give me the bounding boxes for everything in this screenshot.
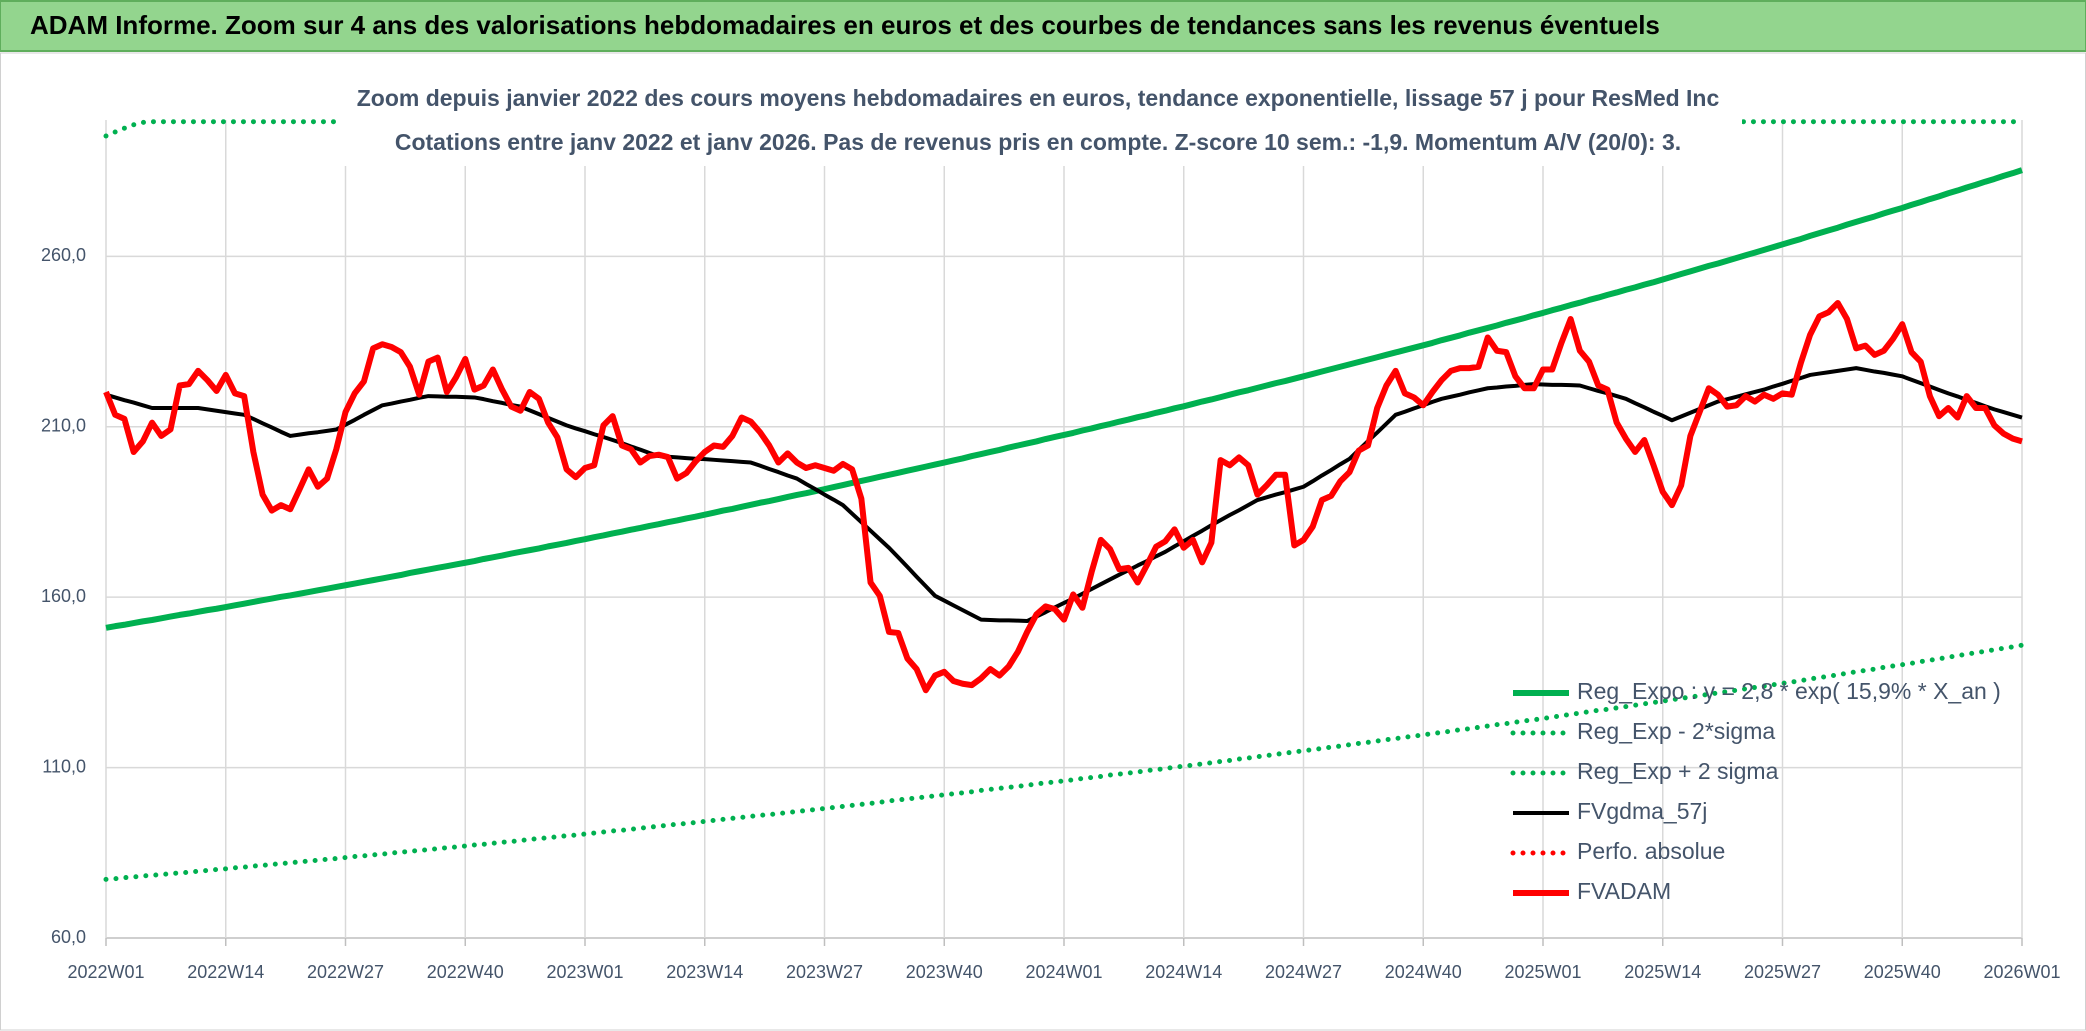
series-line: [105, 167, 2023, 631]
y-tick-label: 260,0: [41, 245, 86, 265]
x-tick-label: 2024W27: [1265, 962, 1342, 982]
x-tick-label: 2024W14: [1145, 962, 1222, 982]
x-tick-label: 2022W27: [307, 962, 384, 982]
x-tick-label: 2022W40: [427, 962, 504, 982]
x-tick-label: 2022W14: [187, 962, 264, 982]
x-tick-label: 2026W01: [1983, 962, 2060, 982]
subtitle: Cotations entre janv 2022 et janv 2026. …: [395, 129, 1681, 155]
x-tick-label: 2023W01: [546, 962, 623, 982]
y-tick-label: 210,0: [41, 416, 86, 436]
legend-label: Reg_Exp - 2*sigma: [1577, 718, 1775, 744]
legend-label: Reg_Exp + 2 sigma: [1577, 758, 1779, 784]
x-tick-label: 2023W14: [666, 962, 743, 982]
chart-frame: [0, 52, 2086, 1031]
x-tick-label: 2023W40: [906, 962, 983, 982]
series-line: [103, 300, 2023, 694]
subtitle-background: [339, 78, 1742, 166]
x-tick-label: 2024W40: [1385, 962, 1462, 982]
y-tick-label: 60,0: [51, 927, 86, 947]
legend-label: FVgdma_57j: [1577, 798, 1707, 824]
y-tick-label: 160,0: [41, 586, 86, 606]
y-tick-label: 110,0: [42, 756, 86, 776]
x-tick-label: 2022W01: [67, 962, 144, 982]
grid: 60,0 110,0 160,0 210,0 260,0 2022W01 2022W14 20…: [41, 120, 2061, 982]
legend: Reg_Expo : y = 2,8 * exp( 15,9% * X_an )…: [1510, 678, 2001, 904]
x-tick-label: 2025W40: [1864, 962, 1941, 982]
x-tick-label: 2025W01: [1504, 962, 1581, 982]
series-line: [103, 642, 2025, 882]
header-bar: [0, 0, 2086, 52]
x-tick-label: 2025W27: [1744, 962, 1821, 982]
legend-label: Perfo. absolue: [1577, 838, 1725, 864]
x-tick-label: 2024W01: [1025, 962, 1102, 982]
legend-label: FVADAM: [1577, 878, 1671, 904]
x-tick-label: 2025W14: [1624, 962, 1701, 982]
chart-title: ADAM Informe. Zoom sur 4 ans des valoris…: [30, 10, 1660, 40]
x-tick-label: 2023W27: [786, 962, 863, 982]
legend-label: Reg_Expo : y = 2,8 * exp( 15,9% * X_an ): [1577, 678, 2001, 704]
subtitle: Zoom depuis janvier 2022 des cours moyen…: [357, 85, 1720, 111]
